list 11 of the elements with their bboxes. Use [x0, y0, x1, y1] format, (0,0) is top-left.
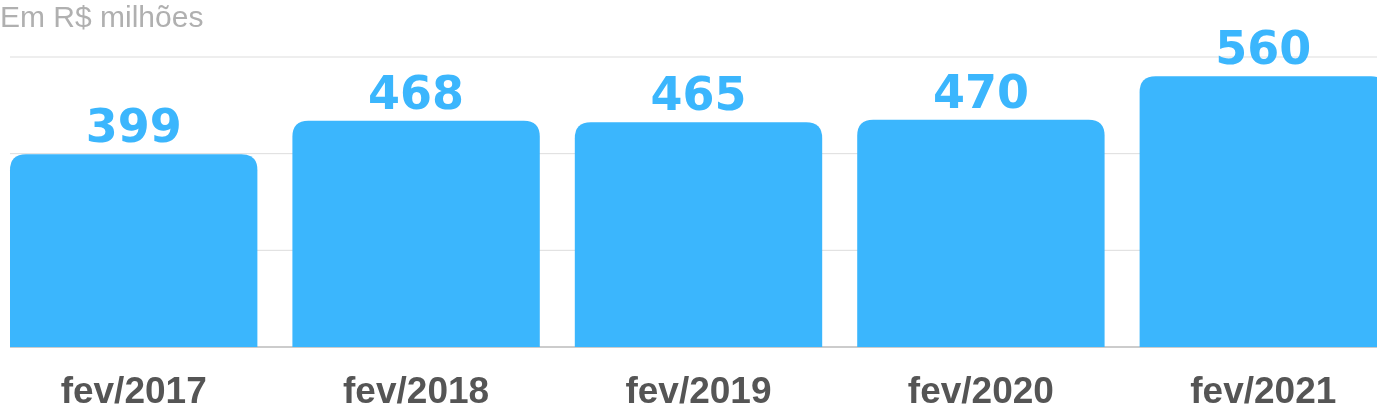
- x-tick-label: fev/2020: [907, 370, 1054, 408]
- data-label: 470: [932, 64, 1029, 119]
- x-tick-label: fev/2021: [1190, 370, 1337, 408]
- x-tick-label: fev/2019: [625, 370, 772, 408]
- chart-title: Em R$ milhões: [0, 0, 204, 33]
- x-tick-label: fev/2018: [343, 370, 490, 408]
- data-label: 399: [85, 99, 182, 154]
- x-tick-label: fev/2017: [60, 370, 207, 408]
- data-label: 560: [1215, 21, 1312, 76]
- data-label: 468: [368, 65, 465, 120]
- data-label: 465: [650, 67, 747, 122]
